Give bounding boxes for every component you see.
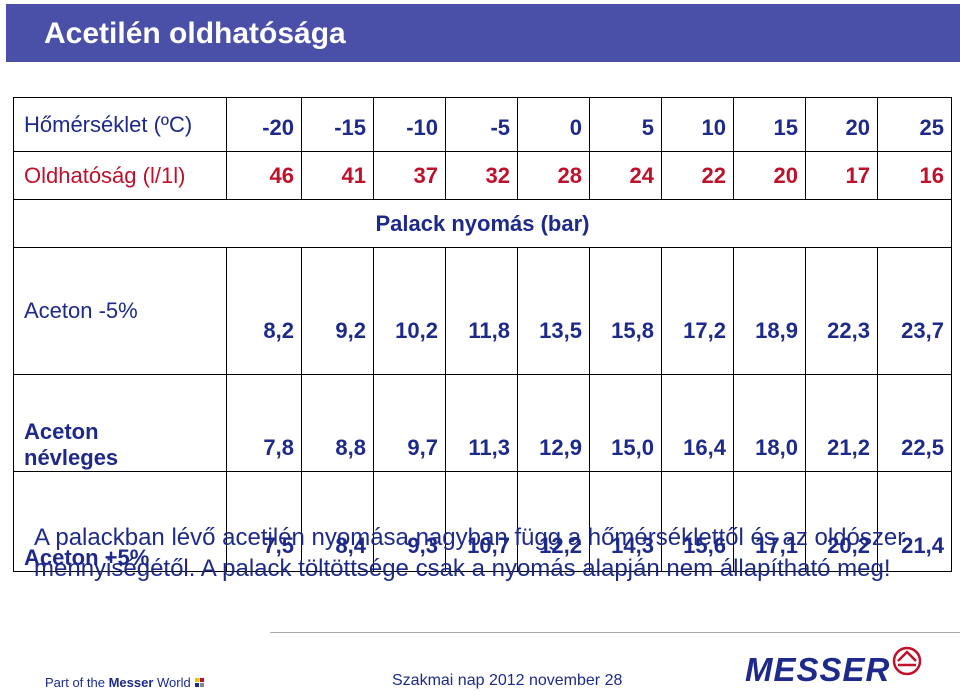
- solubility-table: Hőmérséklet (ºC) -20 -15 -10 -5 0 5 10 1…: [13, 97, 952, 572]
- pressure-cell: 8,4: [301, 471, 374, 572]
- solubility-cell: 20: [733, 151, 806, 200]
- temperature-cell: 15: [733, 97, 806, 152]
- aceton-plus-row: Aceton +5% 7,5 8,4 9,3 10,7 12,2 14,3 15…: [13, 471, 952, 572]
- pressure-cell: 22,3: [805, 247, 878, 375]
- aceton-nominal-label-line2: névleges: [24, 445, 119, 470]
- temperature-cell: 10: [661, 97, 734, 152]
- pressure-cell: 20,2: [805, 471, 878, 572]
- pressure-cell: 16,4: [661, 374, 734, 472]
- solubility-row: Oldhatóság (l/1l) 46 41 37 32 28 24 22 2…: [13, 151, 952, 200]
- messer-logo-text: MESSER: [745, 651, 891, 688]
- pressure-cell: 15,6: [661, 471, 734, 572]
- pressure-cell: 11,8: [445, 247, 518, 375]
- solubility-cell: 17: [805, 151, 878, 200]
- aceton-nominal-label: Aceton névleges: [13, 374, 227, 472]
- pressure-cell: 12,9: [517, 374, 590, 472]
- solubility-cell: 16: [877, 151, 952, 200]
- pressure-cell: 23,7: [877, 247, 952, 375]
- pressure-cell: 10,2: [373, 247, 446, 375]
- footer-event: Szakmai nap 2012 november 28: [392, 672, 623, 689]
- temperature-label: Hőmérséklet (ºC): [13, 97, 227, 152]
- explanatory-note: A palackban lévő acetilén nyomása nagyba…: [34, 524, 906, 582]
- footer-tagline-brand: Messer: [108, 675, 154, 690]
- temperature-cell: -20: [226, 97, 302, 152]
- solubility-cell: 41: [301, 151, 374, 200]
- pressure-cell: 8,8: [301, 374, 374, 472]
- pressure-cell: 21,4: [877, 471, 952, 572]
- temperature-cell: 5: [589, 97, 662, 152]
- temperature-cell: -5: [445, 97, 518, 152]
- solubility-cell: 24: [589, 151, 662, 200]
- pressure-cell: 18,0: [733, 374, 806, 472]
- messer-logo-icon: [892, 646, 922, 676]
- pressure-cell: 17,1: [733, 471, 806, 572]
- aceton-nominal-label-line1: Aceton: [24, 419, 99, 444]
- color-squares-icon: [194, 678, 205, 688]
- pressure-cell: 13,5: [517, 247, 590, 375]
- pressure-cell: 12,2: [517, 471, 590, 572]
- pressure-cell: 9,7: [373, 374, 446, 472]
- solubility-cell: 32: [445, 151, 518, 200]
- pressure-cell: 10,7: [445, 471, 518, 572]
- pressure-header-row: Palack nyomás (bar): [13, 199, 952, 248]
- temperature-cell: 25: [877, 97, 952, 152]
- pressure-cell: 22,5: [877, 374, 952, 472]
- pressure-cell: 9,2: [301, 247, 374, 375]
- footer-divider: [270, 632, 960, 633]
- pressure-cell: 15,0: [589, 374, 662, 472]
- temperature-cell: 20: [805, 97, 878, 152]
- pressure-cell: 18,9: [733, 247, 806, 375]
- temperature-cell: -15: [301, 97, 374, 152]
- solubility-cell: 37: [373, 151, 446, 200]
- page-title: Acetilén oldhatósága: [44, 17, 346, 50]
- aceton-minus-row: Aceton -5% 8,2 9,2 10,2 11,8 13,5 15,8 1…: [13, 247, 952, 375]
- pressure-header: Palack nyomás (bar): [13, 199, 952, 248]
- pressure-cell: 21,2: [805, 374, 878, 472]
- solubility-cell: 46: [226, 151, 302, 200]
- pressure-cell: 14,3: [589, 471, 662, 572]
- pressure-cell: 11,3: [445, 374, 518, 472]
- aceton-nominal-row: Aceton névleges 7,8 8,8 9,7 11,3 12,9 15,…: [13, 374, 952, 472]
- temperature-cell: -10: [373, 97, 446, 152]
- temperature-cell: 0: [517, 97, 590, 152]
- title-bar: Acetilén oldhatósága: [6, 4, 960, 62]
- footer-tagline: Part of the Messer World: [45, 675, 205, 690]
- aceton-minus-label: Aceton -5%: [13, 247, 227, 375]
- pressure-cell: 15,8: [589, 247, 662, 375]
- solubility-cell: 22: [661, 151, 734, 200]
- pressure-cell: 7,8: [226, 374, 302, 472]
- temperature-row: Hőmérséklet (ºC) -20 -15 -10 -5 0 5 10 1…: [13, 97, 952, 152]
- pressure-cell: 17,2: [661, 247, 734, 375]
- footer-tagline-prefix: Part of the: [45, 675, 109, 690]
- solubility-label: Oldhatóság (l/1l): [13, 151, 227, 200]
- pressure-cell: 9,3: [373, 471, 446, 572]
- pressure-cell: 7,5: [226, 471, 302, 572]
- pressure-cell: 8,2: [226, 247, 302, 375]
- solubility-cell: 28: [517, 151, 590, 200]
- footer-tagline-suffix: World: [153, 675, 191, 690]
- aceton-plus-label: Aceton +5%: [13, 471, 227, 572]
